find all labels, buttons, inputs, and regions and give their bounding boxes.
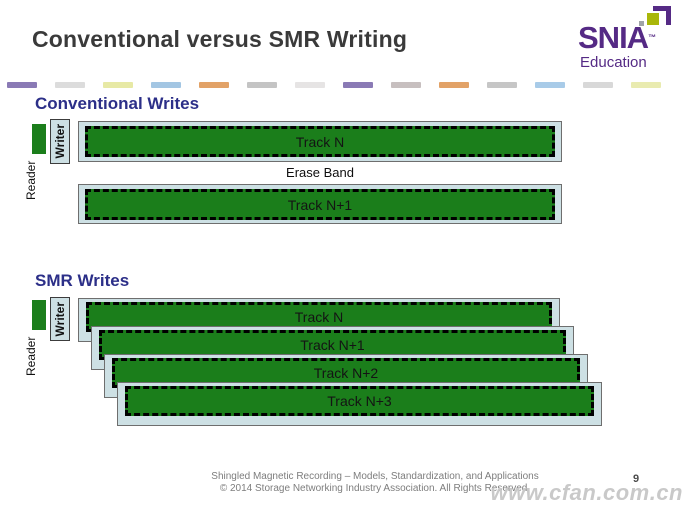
conventional-writes-heading: Conventional Writes [35,94,200,113]
smr-reader-label: Reader [24,336,38,376]
conventional-writer-label: Writer [53,124,67,159]
logo-green-square-icon [647,13,659,25]
logo-corner-icon [666,6,671,25]
strip-dash [439,82,469,88]
smr-writer-head: Writer [50,297,70,341]
page-number: 9 [633,473,640,485]
logo-corner-icon [653,6,671,11]
conventional-reader-head [32,124,46,154]
strip-dash [7,82,37,88]
conventional-track-band: Track N [78,121,562,162]
strip-dash [295,82,325,88]
page-title: Conventional versus SMR Writing [32,26,408,52]
conventional-writer-head: Writer [50,119,70,164]
smr-track-n3: Track N+3 [125,386,594,416]
snia-logo-subtitle: Education [580,54,647,71]
strip-dash [487,82,517,88]
strip-dash [391,82,421,88]
conventional-track-n: Track N [85,126,555,157]
strip-dash [103,82,133,88]
footer-line-2: © 2014 Storage Networking Industry Assoc… [219,483,531,494]
decorative-strip [7,82,685,88]
strip-dash [247,82,277,88]
strip-dash [631,82,661,88]
smr-track-band: Track N+3 [117,382,602,426]
footer-line-1: Shingled Magnetic Recording – Models, St… [211,471,539,482]
strip-dash [343,82,373,88]
erase-band-label: Erase Band [286,165,354,180]
conventional-reader-label: Reader [24,160,38,200]
snia-logo-text: SNIA [578,20,649,55]
strip-dash [199,82,229,88]
smr-writes-heading: SMR Writes [35,271,130,290]
trademark-symbol: ™ [648,33,657,42]
watermark: www.cfan.com.cn [490,480,683,505]
conventional-track-band: Track N+1 [78,184,562,224]
strip-dash [55,82,85,88]
conventional-track-n1: Track N+1 [85,189,555,220]
logo-gray-square-icon [639,21,644,26]
strip-dash [535,82,565,88]
snia-logo: SNIA™ [578,20,656,56]
strip-dash [583,82,613,88]
smr-reader-head [32,300,46,330]
smr-writer-label: Writer [53,301,67,337]
strip-dash [151,82,181,88]
